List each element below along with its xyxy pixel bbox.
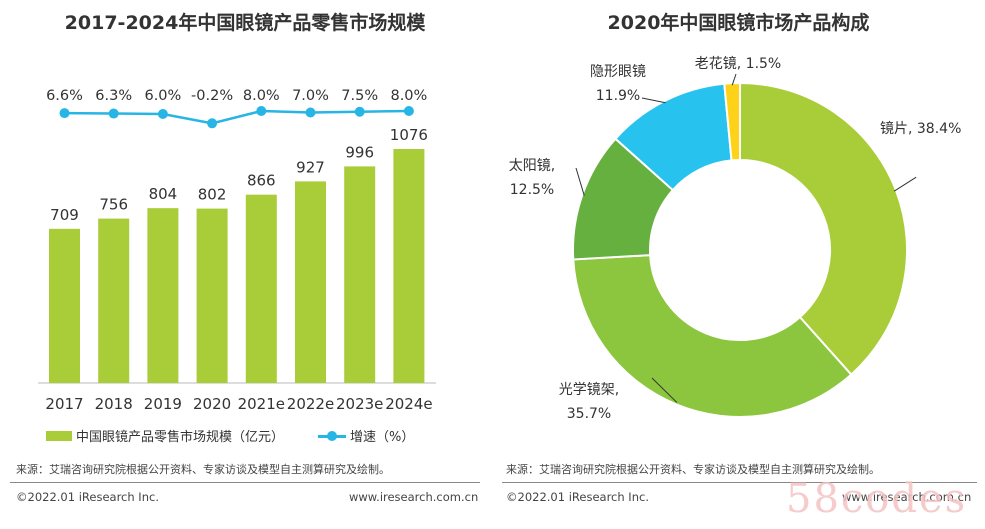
slice-leader-line [651,377,678,403]
line-legend-marker [318,430,346,441]
bar-chart-title: 2017-2024年中国眼镜产品零售市场规模 [64,12,426,34]
slice-value-label: 12.5% [510,182,554,198]
watermark-logo: 58codes [786,476,968,522]
right-divider [502,482,977,483]
growth-rate-point [59,108,70,119]
bar [344,166,376,383]
growth-rate-point [305,107,316,118]
slice-leader-line [575,167,585,196]
donut-chart: 镜片, 38.4% 光学镜架, 35.7% 太阳镜, 12.5% 隐形眼镜 11.9% 老花镜… [509,56,962,422]
donut-slice [723,81,741,162]
right-copyright: ©2022.01 iResearch Inc. [506,490,649,504]
slice-label: 太阳镜, [509,158,555,174]
bar-value-label: 709 [50,206,79,224]
growth-rate-label: 8.0% [243,88,280,104]
x-tick-label: 2021e [238,395,285,413]
growth-rate-label: 6.6% [46,88,83,104]
growth-rate-point [157,109,168,119]
growth-rate-label: 6.3% [95,88,132,104]
bar-value-label: 996 [345,143,374,161]
bar [295,181,326,383]
donut-slice [572,254,853,418]
bar-legend: 中国眼镜产品零售市场规模（亿元） [46,426,284,445]
line-legend-label: 增速（%） [350,430,415,445]
growth-rate-point [108,108,119,119]
bar-value-label: 756 [99,196,128,214]
growth-rate-label: -0.2% [191,88,233,104]
bar [98,218,130,383]
left-divider [10,482,480,483]
bar-value-label: 866 [247,172,276,190]
bar [393,149,425,383]
right-source-note: 来源：艾瑞咨询研究院根据公开资料、专家访谈及模型自主测算研究及绘制。 [506,463,880,476]
bar-value-label: 802 [198,186,227,204]
line-legend: 增速（%） [318,426,414,445]
bar-value-label: 804 [149,185,178,203]
growth-rate-point [354,106,365,117]
bar [196,208,228,383]
slice-label: 老花镜, 1.5% [695,56,781,72]
growth-rate-line [64,109,409,125]
growth-rate-point [207,118,218,129]
slice-label: 镜片, 38.4% [880,121,961,137]
slice-value-label: 11.9% [596,88,640,104]
bar [147,208,179,383]
x-tick-label: 2019 [144,395,182,413]
bar [49,228,80,383]
growth-rate-label: 7.0% [292,88,329,104]
x-tick-label: 2022e [287,395,334,413]
slice-leader-line [731,73,737,86]
x-tick-label: 2017 [45,395,83,413]
growth-rate-point [403,106,414,116]
growth-rate-label: 6.0% [144,88,181,104]
left-source-note: 来源：艾瑞咨询研究院根据公开资料、专家访谈及模型自主测算研究及绘制。 [16,463,390,476]
growth-rate-label: 7.5% [341,88,378,104]
slice-value-label: 35.7% [567,406,611,422]
bar-legend-label: 中国眼镜产品零售市场规模（亿元） [76,430,285,445]
x-tick-label: 2024e [385,395,432,413]
slice-label: 光学镜架, [559,382,619,398]
left-panel: 2017-2024年中国眼镜产品零售市场规模 709 2017 6.6% 756 201… [0,0,490,529]
right-panel: 2020年中国眼镜市场产品构成 镜片, 38.4% 光学镜架, 35.7% 太阳镜, 1… [492,0,985,529]
slice-leader-line [893,176,917,192]
growth-rate-label: 8.0% [390,88,427,104]
x-tick-label: 2020 [193,395,231,413]
pie-chart-title: 2020年中国眼镜市场产品构成 [607,12,870,34]
growth-rate-point [256,106,267,116]
bar-value-label: 1076 [390,126,428,144]
donut-slice [739,81,908,376]
bar [245,194,277,383]
slice-leader-line [641,97,666,104]
left-website: www.iresearch.com.cn [349,490,479,504]
slice-label: 隐形眼镜 [590,64,646,80]
x-tick-label: 2023e [336,395,383,413]
bar-line-chart: 709 2017 6.6% 756 2018 6.3% 804 2019 6.0% 802 2020… [38,88,436,413]
bar-value-label: 927 [296,158,325,176]
right-website: www.iresearch.com.cn [842,490,972,504]
x-tick-label: 2018 [95,395,133,413]
bar-legend-swatch [46,430,72,441]
left-copyright: ©2022.01 iResearch Inc. [16,490,159,504]
